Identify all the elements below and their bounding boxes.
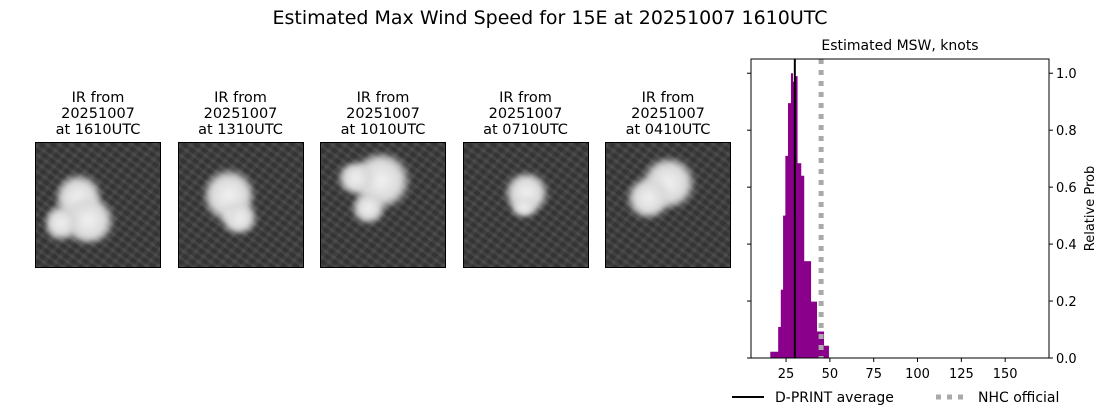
plot-frame	[750, 58, 1050, 359]
y-tick-label: 1.0	[1056, 67, 1077, 82]
chart-title: Estimated MSW, knots	[821, 38, 978, 54]
x-tick-label: 150	[993, 367, 1018, 382]
x-tick-label: 25	[778, 367, 795, 382]
y-tick-label: 0.0	[1056, 352, 1077, 367]
panel-title-line: IR from	[356, 90, 410, 106]
histogram-bar	[797, 163, 802, 358]
histogram-bar	[770, 351, 779, 358]
histogram-bar	[785, 155, 789, 358]
histogram-bar	[783, 215, 786, 358]
panel-title-date: 20251007	[61, 106, 135, 122]
ir-satellite-image	[177, 142, 304, 268]
ir-panel-title: IR from 20251007 at 1310UTC	[178, 90, 304, 142]
panel-title-line: IR from	[71, 90, 125, 106]
panel-title-date: 20251007	[488, 106, 563, 122]
panel-title-date: 20251007	[203, 106, 278, 122]
panel-title-line: IR from	[499, 90, 552, 106]
panel-title-date: 20251007	[346, 106, 420, 122]
panel-title-date: 20251007	[631, 106, 705, 122]
panel-title-time: at 0710UTC	[483, 122, 568, 138]
ir-panel: IR from 20251007 at 1610UTC	[35, 90, 161, 268]
histogram-bar	[816, 331, 825, 358]
x-tick-label: 125	[949, 367, 974, 382]
y-axis-label: Relative Prob	[1083, 166, 1098, 251]
histogram-bar	[780, 289, 784, 358]
panel-title-time: at 1610UTC	[55, 122, 141, 138]
x-tick-label: 75	[865, 367, 882, 382]
histogram-bar	[778, 326, 782, 358]
histogram-bar	[823, 345, 829, 358]
histogram-bar	[790, 73, 794, 358]
ir-panel: IR from 20251007 at 0410UTC	[605, 90, 731, 268]
legend-dprint-label: D-PRINT average	[775, 390, 894, 406]
panel-title-line: IR from	[214, 90, 267, 106]
histogram-bar	[795, 76, 798, 358]
panel-title-line: IR from	[641, 90, 695, 106]
ir-satellite-image	[462, 142, 589, 268]
ir-satellite-image	[605, 142, 731, 268]
ir-panel-title: IR from 20251007 at 1610UTC	[35, 90, 161, 142]
legend-nhc-label: NHC official	[978, 390, 1059, 406]
y-tick-label: 0.4	[1056, 238, 1077, 253]
ir-panel: IR from 20251007 at 1310UTC	[177, 90, 304, 268]
histogram-bar	[800, 175, 805, 358]
ir-panel: IR from 20251007 at 1010UTC	[320, 90, 446, 268]
x-tick-label: 100	[905, 367, 930, 382]
histogram-bar	[787, 103, 792, 358]
y-tick-label: 0.8	[1056, 124, 1077, 139]
panel-title-time: at 0410UTC	[625, 122, 711, 138]
histogram-bar	[810, 301, 818, 358]
y-tick-label: 0.2	[1056, 295, 1077, 310]
histogram-bar	[803, 261, 812, 358]
panel-title-time: at 1010UTC	[340, 122, 426, 138]
panel-title-time: at 1310UTC	[198, 122, 283, 138]
ir-panel-title: IR from 20251007 at 0410UTC	[605, 90, 731, 142]
y-tick-label: 0.6	[1056, 181, 1077, 196]
ir-panel: IR from 20251007 at 0710UTC	[462, 90, 589, 268]
x-tick-label: 50	[822, 367, 839, 382]
ir-panel-title: IR from 20251007 at 0710UTC	[463, 90, 589, 142]
ir-panel-title: IR from 20251007 at 1010UTC	[320, 90, 446, 142]
figure-title: Estimated Max Wind Speed for 15E at 2025…	[272, 7, 828, 29]
ir-satellite-image	[35, 142, 161, 268]
ir-satellite-image	[320, 142, 446, 268]
